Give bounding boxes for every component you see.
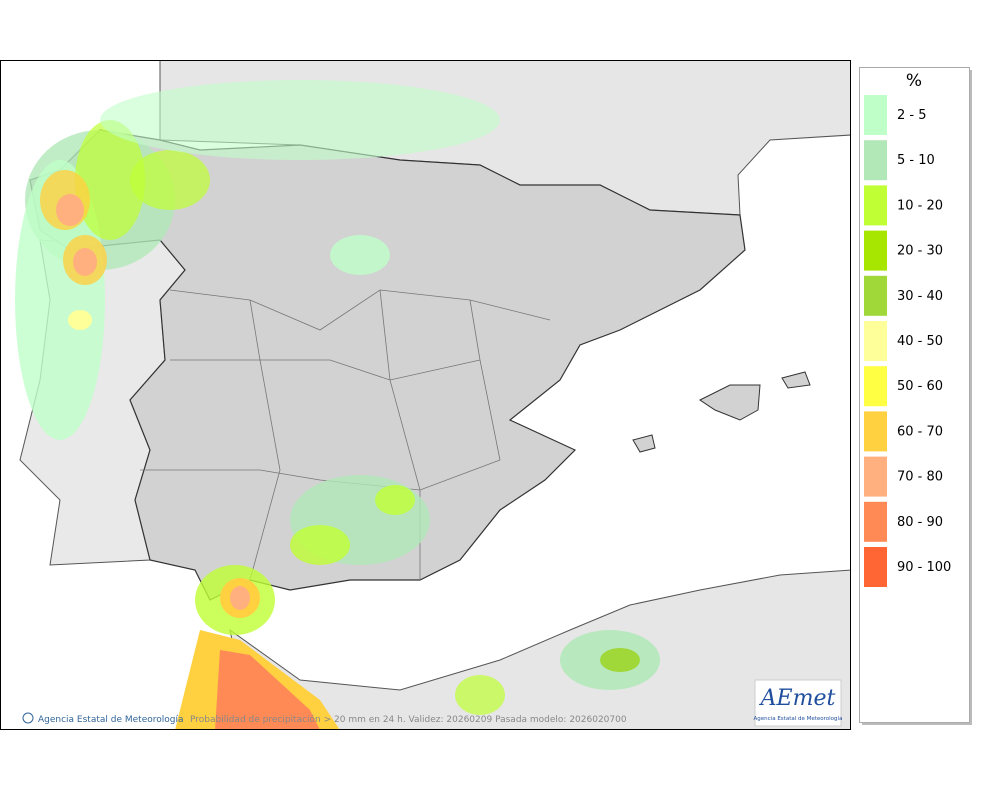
legend-swatch: [864, 321, 887, 361]
mallorca: [699, 384, 761, 421]
legend-swatch: [864, 501, 887, 542]
legend-label: 70 - 80: [897, 470, 943, 485]
credit: Agencia Estatal de Meteorología: [38, 715, 184, 725]
legend-items: 2 - 5 5 - 10 10 - 20 20 - 30 30 - 40 40 - 50 5…: [864, 95, 951, 587]
precip-areas: [15, 80, 660, 729]
legend-label: 20 - 30: [897, 244, 943, 259]
legend-swatch: [864, 95, 887, 135]
legend-label: 5 - 10: [897, 153, 935, 168]
legend-label: 80 - 90: [897, 515, 943, 530]
spain: [29, 129, 746, 601]
legend-label: 60 - 70: [897, 424, 943, 439]
legend-swatch: [864, 547, 887, 587]
legend-label: 50 - 60: [897, 379, 943, 394]
copyright-icon: [22, 712, 34, 724]
legend-label: 40 - 50: [897, 334, 943, 349]
africa: [229, 569, 850, 729]
legend-swatch: [864, 456, 887, 497]
legend-label: 2 - 5: [897, 108, 927, 123]
legend-swatch: [864, 185, 887, 226]
caption: Probabilidad de precipitación > 20 mm en…: [190, 714, 627, 725]
logo-subtitle: Agencia Estatal de Meteorología: [754, 715, 843, 722]
menorca: [781, 371, 811, 389]
legend-label: 10 - 20: [897, 198, 943, 213]
logo-box: [754, 679, 842, 727]
regional-borders: [140, 289, 551, 581]
legend-swatch: [864, 230, 887, 271]
legend-swatch: [864, 411, 887, 452]
legend-swatch: [864, 140, 887, 181]
ibiza: [632, 434, 656, 453]
logo-name: AEmet: [759, 686, 836, 711]
legend-label: 30 - 40: [897, 289, 943, 304]
map: [1, 61, 850, 729]
legend-label: 90 - 100: [897, 560, 951, 575]
legend-swatch: [864, 366, 887, 407]
map-frame: [0, 60, 851, 730]
legend-swatch: [864, 275, 887, 316]
legend-title: %: [906, 71, 922, 91]
